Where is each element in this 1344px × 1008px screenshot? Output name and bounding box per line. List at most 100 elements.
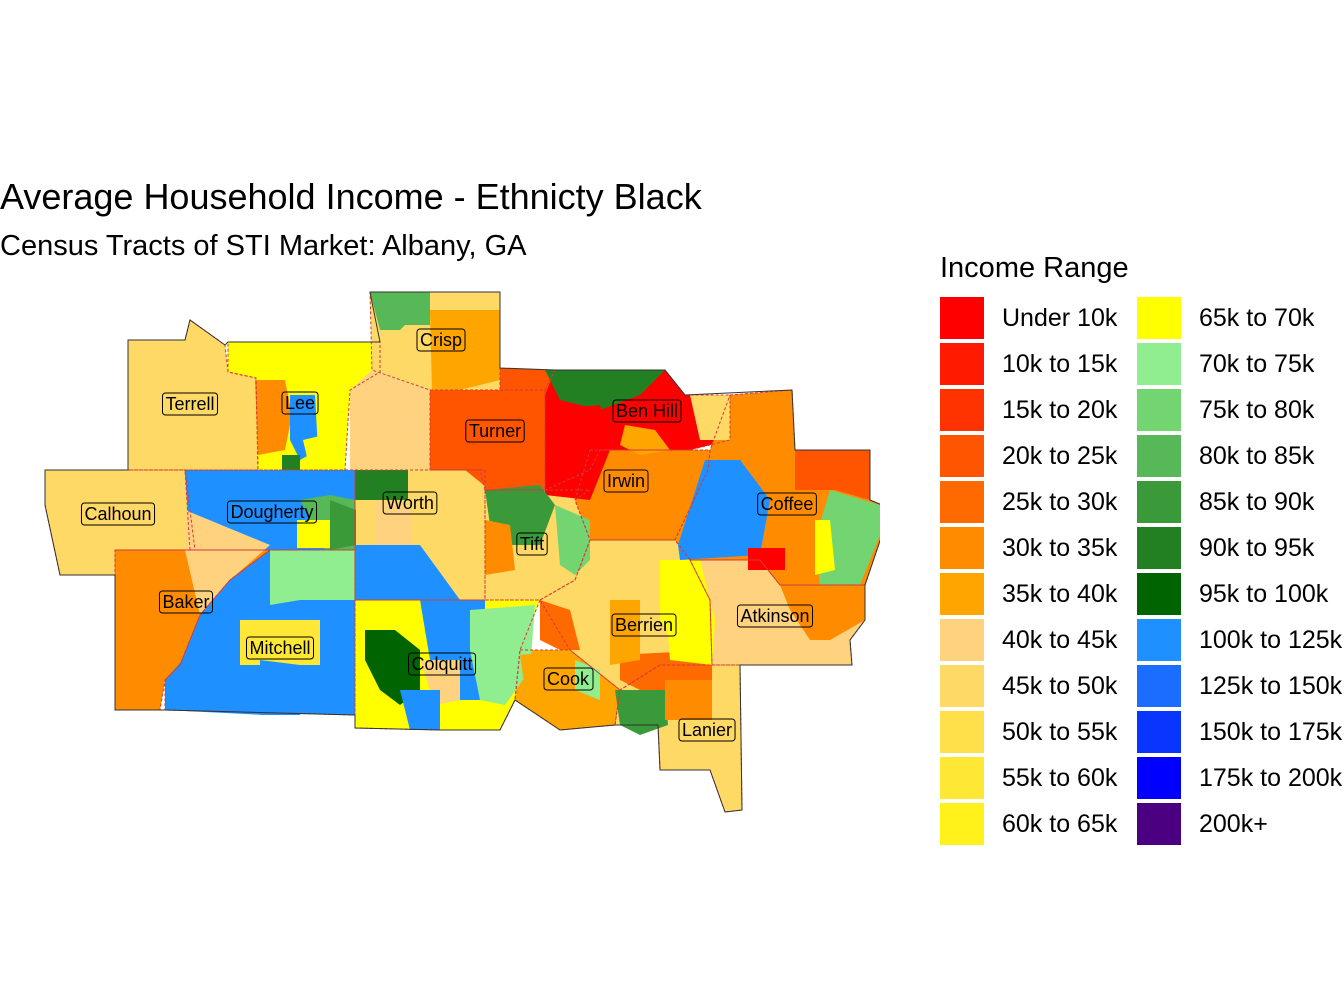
legend-swatch [1137, 389, 1181, 431]
legend-label: 200k+ [1199, 809, 1268, 838]
legend-swatch [1137, 343, 1181, 385]
census-tract [375, 500, 412, 545]
census-tract [545, 370, 665, 410]
county-label-text: Lanier [682, 720, 732, 740]
county-label: Ben Hill [612, 399, 682, 423]
legend-item: 150k to 175k [1137, 709, 1342, 755]
legend-label: 10k to 15k [1002, 349, 1118, 378]
county-label-text: Mitchell [249, 638, 310, 658]
census-tract [185, 510, 270, 615]
legend-label: 70k to 75k [1199, 349, 1315, 378]
census-tract [500, 368, 555, 420]
county-label: Lee [281, 391, 319, 415]
county-label: Crisp [416, 328, 466, 352]
legend-swatch [940, 665, 984, 707]
census-tract [365, 630, 420, 705]
census-tract [270, 550, 355, 605]
county-label: Mitchell [245, 636, 315, 660]
census-tract [485, 520, 515, 575]
legend-label: 90k to 95k [1199, 533, 1315, 562]
legend-item: 200k+ [1137, 801, 1268, 847]
county-label-box [416, 328, 466, 352]
county-label-text: Calhoun [84, 504, 151, 524]
legend-swatch [1137, 481, 1181, 523]
county-label: Calhoun [80, 502, 156, 526]
census-tract [240, 620, 320, 665]
census-tract [330, 500, 356, 550]
legend-label: 65k to 70k [1199, 303, 1315, 332]
county-label: Cook [543, 667, 594, 691]
census-tract [400, 690, 440, 730]
legend-swatch [940, 711, 984, 753]
legend-label: 80k to 85k [1199, 441, 1315, 470]
county-label-text: Berrien [615, 615, 673, 635]
county-label-text: Dougherty [230, 502, 313, 522]
census-tract [780, 585, 865, 640]
census-tract [815, 520, 835, 575]
legend-label: 45k to 50k [1002, 671, 1118, 700]
county-border [689, 559, 866, 666]
census-tract [665, 680, 712, 720]
legend-swatch [1137, 619, 1181, 661]
county-label: Terrell [161, 392, 219, 416]
county-label-text: Turner [469, 421, 521, 441]
census-tract [370, 292, 420, 330]
legend-item: 30k to 35k [940, 525, 1117, 571]
census-tract [282, 455, 300, 470]
legend-swatch [940, 619, 984, 661]
legend-label: 85k to 90k [1199, 487, 1315, 516]
county-label-text: Coffee [761, 494, 814, 514]
legend-label: 55k to 60k [1002, 763, 1118, 792]
census-tract [795, 450, 870, 500]
county-label-box [736, 604, 814, 628]
page-subtitle: Census Tracts of STI Market: Albany, GA [0, 230, 527, 262]
census-tract [730, 390, 795, 450]
county-label-text: Cook [547, 669, 590, 689]
county-label-box [516, 532, 548, 556]
legend-label: Under 10k [1002, 303, 1118, 332]
legend-swatch [1137, 665, 1181, 707]
county-label-text: Irwin [607, 471, 645, 491]
legend-item: 65k to 70k [1137, 295, 1314, 341]
county-label-text: Worth [386, 493, 434, 513]
census-tract [420, 660, 460, 705]
county-label: Lanier [678, 718, 736, 742]
legend-label: 175k to 200k [1199, 763, 1343, 792]
legend-swatch [1137, 435, 1181, 477]
legend-item: 40k to 45k [940, 617, 1117, 663]
census-tract [260, 660, 300, 715]
legend-label: 25k to 30k [1002, 487, 1118, 516]
legend-label: 40k to 45k [1002, 625, 1118, 654]
county-label-box [678, 718, 736, 742]
legend-item: 85k to 90k [1137, 479, 1314, 525]
legend-label: 95k to 100k [1199, 579, 1329, 608]
legend-item: 15k to 20k [940, 387, 1117, 433]
legend-item: 70k to 75k [1137, 341, 1314, 387]
legend-swatch [1137, 757, 1181, 799]
legend: Income Range Under 10k 10k to 15k 15k to 2… [940, 252, 1344, 855]
legend-swatch [1137, 527, 1181, 569]
county-fill [45, 470, 195, 575]
census-tract [470, 605, 535, 705]
legend-label: 125k to 150k [1199, 671, 1343, 700]
legend-item: 50k to 55k [940, 709, 1117, 755]
county-label-text: Crisp [420, 330, 462, 350]
legend-item: 90k to 95k [1137, 525, 1314, 571]
legend-label: 15k to 20k [1002, 395, 1118, 424]
census-tract [748, 548, 785, 570]
legend-item: 100k to 125k [1137, 617, 1342, 663]
county-label-box [80, 502, 156, 526]
legend-label: 75k to 80k [1199, 395, 1315, 424]
county-label-text: Atkinson [740, 606, 809, 626]
county-label-box [757, 492, 817, 516]
legend-item: 35k to 40k [940, 571, 1117, 617]
map: Crisp Terrell Lee Ben Hill Turner Irwin Calhou… [44, 291, 880, 813]
legend-item: 55k to 60k [940, 755, 1117, 801]
legend-item: Under 10k [940, 295, 1117, 341]
census-tract [303, 430, 345, 470]
legend-swatch [940, 297, 984, 339]
census-tract [555, 505, 590, 575]
legend-item: 60k to 65k [940, 801, 1117, 847]
legend-swatch [940, 527, 984, 569]
county-label-box [281, 391, 319, 415]
